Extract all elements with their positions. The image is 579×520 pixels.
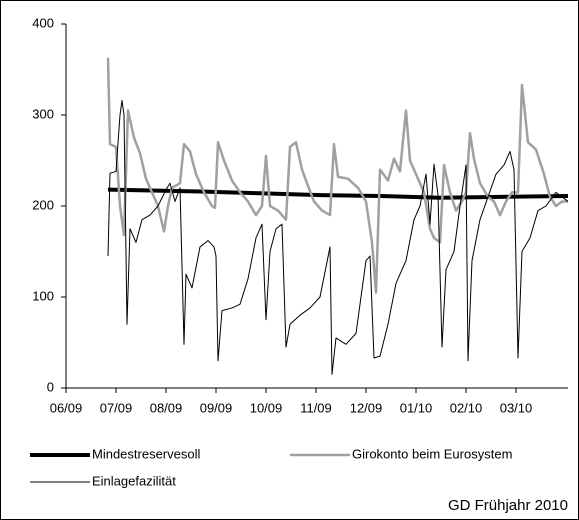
y-tick-label: 400 [32, 15, 54, 30]
x-tick-label: 12/09 [350, 400, 383, 415]
x-tick-label: 09/09 [200, 400, 233, 415]
x-tick-label: 06/09 [50, 400, 83, 415]
legend-label: Girokonto beim Eurosystem [352, 446, 512, 461]
y-tick-label: 300 [32, 106, 54, 121]
legend-label: Mindestreservesoll [92, 446, 200, 461]
legend-label: Einlagefazilität [92, 473, 176, 488]
x-tick-label: 10/09 [250, 400, 283, 415]
x-tick-label: 02/10 [450, 400, 483, 415]
x-tick-label: 01/10 [400, 400, 433, 415]
line [107, 99, 569, 375]
x-tick-label: 11/09 [300, 400, 332, 415]
x-tick-label: 03/10 [500, 400, 533, 415]
y-tick-label: 0 [47, 379, 54, 394]
y-tick-label: 100 [32, 288, 54, 303]
x-tick-label: 07/09 [100, 400, 133, 415]
footnote: GD Frühjahr 2010 [448, 497, 568, 514]
y-tick-label: 200 [32, 197, 54, 212]
x-tick-label: 08/09 [150, 400, 183, 415]
